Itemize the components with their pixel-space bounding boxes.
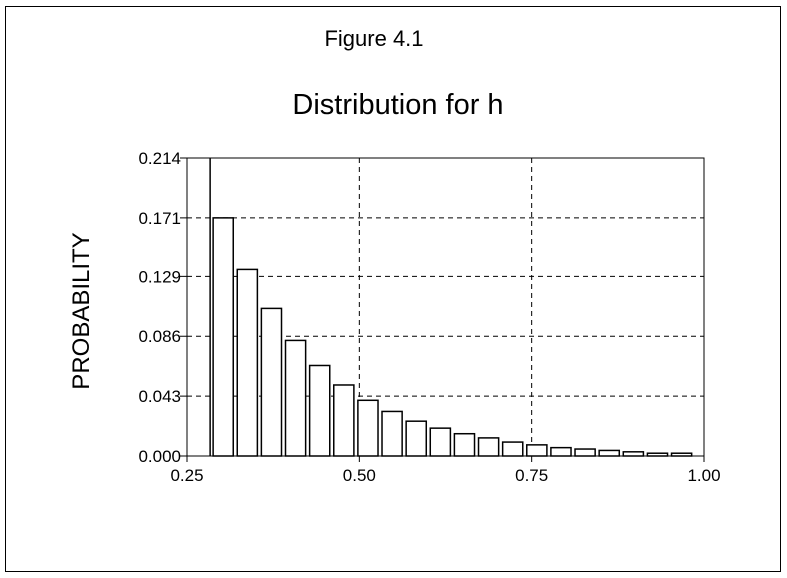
chart-title: Distribution for h xyxy=(292,89,503,121)
histogram-bar xyxy=(357,399,379,457)
x-tick-label: 1.00 xyxy=(687,466,720,485)
histogram-bar xyxy=(453,432,476,457)
y-axis-label: PROBABILITY xyxy=(68,232,95,389)
histogram-bar xyxy=(212,217,235,457)
histogram-bar xyxy=(260,307,283,457)
grid xyxy=(187,158,704,456)
x-tick-label: 0.50 xyxy=(343,466,376,485)
y-tick-label: 0.000 xyxy=(138,447,181,466)
histogram-bar xyxy=(622,451,645,457)
histogram-bar xyxy=(526,444,548,457)
histogram-bar xyxy=(405,420,428,457)
y-tick-label: 0.129 xyxy=(138,267,181,286)
histogram-bar xyxy=(574,448,596,457)
y-tick-label: 0.214 xyxy=(138,149,181,168)
axes: 0.000 0.043 0.086 0.129 0.171 0.214 0.25 0.50 0.… xyxy=(138,149,720,485)
figure-frame xyxy=(5,6,781,572)
histogram-bar xyxy=(501,441,524,457)
histogram-bar xyxy=(333,384,355,457)
histogram-bar xyxy=(284,339,307,457)
x-tick-label: 0.25 xyxy=(170,466,203,485)
histogram-bar xyxy=(429,427,452,457)
histogram-bar xyxy=(236,268,259,457)
plot-border xyxy=(186,157,705,457)
histogram-bar xyxy=(550,446,572,457)
x-tick-label: 0.75 xyxy=(515,466,548,485)
histogram-bar xyxy=(308,364,331,457)
histogram-bar xyxy=(381,410,403,457)
y-tick-label: 0.086 xyxy=(138,327,181,346)
y-tick-label: 0.171 xyxy=(138,209,181,228)
histogram-bar xyxy=(598,449,621,457)
y-tick-label: 0.043 xyxy=(138,387,181,406)
figure-label: Figure 4.1 xyxy=(324,26,423,51)
histogram-bar xyxy=(477,437,500,457)
bars xyxy=(212,217,693,457)
